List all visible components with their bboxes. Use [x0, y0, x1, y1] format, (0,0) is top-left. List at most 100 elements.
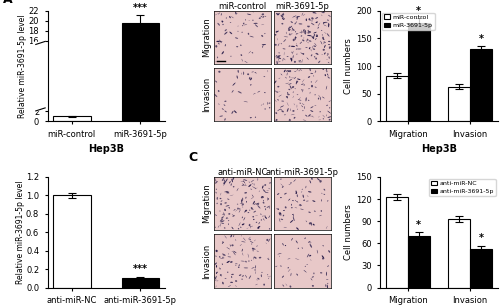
Ellipse shape: [250, 117, 252, 118]
Ellipse shape: [218, 43, 220, 44]
Ellipse shape: [218, 13, 220, 14]
Ellipse shape: [224, 101, 226, 102]
Ellipse shape: [220, 116, 223, 117]
Ellipse shape: [218, 225, 220, 228]
Ellipse shape: [292, 55, 294, 58]
Ellipse shape: [316, 35, 318, 36]
Ellipse shape: [222, 21, 223, 23]
Ellipse shape: [221, 216, 224, 218]
Ellipse shape: [225, 44, 226, 47]
Ellipse shape: [280, 178, 281, 180]
Ellipse shape: [318, 23, 320, 26]
Ellipse shape: [240, 227, 242, 228]
Ellipse shape: [328, 250, 330, 253]
Ellipse shape: [323, 24, 326, 26]
Ellipse shape: [231, 276, 232, 278]
Ellipse shape: [293, 214, 294, 218]
Ellipse shape: [242, 252, 243, 256]
Ellipse shape: [233, 236, 234, 237]
Ellipse shape: [259, 191, 260, 192]
Title: anti-miR-NC: anti-miR-NC: [218, 168, 268, 177]
Ellipse shape: [312, 200, 316, 202]
Text: *: *: [416, 220, 421, 230]
X-axis label: Hep3B: Hep3B: [421, 144, 457, 154]
Ellipse shape: [328, 100, 331, 102]
Ellipse shape: [221, 13, 222, 16]
Y-axis label: Migration: Migration: [202, 184, 211, 223]
Ellipse shape: [326, 33, 330, 37]
Ellipse shape: [308, 114, 311, 117]
Ellipse shape: [216, 272, 218, 273]
Ellipse shape: [222, 218, 223, 220]
Ellipse shape: [214, 277, 216, 279]
Ellipse shape: [328, 119, 330, 121]
Ellipse shape: [327, 200, 328, 202]
Ellipse shape: [224, 191, 228, 192]
Ellipse shape: [290, 21, 293, 23]
Ellipse shape: [320, 111, 321, 112]
Ellipse shape: [239, 274, 242, 276]
Ellipse shape: [303, 200, 305, 201]
Ellipse shape: [269, 228, 270, 230]
Ellipse shape: [327, 283, 328, 284]
Ellipse shape: [256, 203, 258, 205]
Ellipse shape: [297, 81, 298, 83]
Ellipse shape: [235, 263, 238, 264]
Ellipse shape: [322, 39, 324, 40]
Ellipse shape: [304, 30, 306, 34]
Ellipse shape: [216, 41, 220, 42]
Ellipse shape: [234, 251, 236, 253]
Ellipse shape: [235, 239, 236, 241]
Ellipse shape: [321, 199, 322, 202]
Ellipse shape: [255, 265, 256, 269]
Ellipse shape: [222, 24, 224, 25]
Ellipse shape: [246, 210, 247, 212]
Ellipse shape: [241, 73, 242, 75]
Ellipse shape: [300, 53, 304, 55]
Ellipse shape: [286, 96, 288, 99]
Ellipse shape: [278, 213, 280, 215]
Ellipse shape: [296, 45, 298, 47]
Ellipse shape: [216, 189, 217, 190]
Ellipse shape: [304, 237, 306, 239]
Ellipse shape: [301, 84, 304, 85]
Ellipse shape: [299, 60, 301, 62]
Ellipse shape: [326, 86, 327, 90]
Ellipse shape: [250, 84, 252, 86]
Ellipse shape: [276, 31, 279, 32]
Ellipse shape: [235, 12, 236, 15]
Ellipse shape: [327, 54, 328, 56]
Ellipse shape: [328, 41, 330, 42]
Ellipse shape: [218, 71, 220, 73]
Ellipse shape: [224, 235, 227, 238]
Ellipse shape: [233, 252, 235, 255]
Ellipse shape: [240, 244, 242, 246]
Bar: [386, 197, 407, 288]
Ellipse shape: [252, 247, 254, 252]
Bar: [470, 249, 492, 288]
Ellipse shape: [242, 198, 243, 201]
Ellipse shape: [240, 45, 242, 46]
Ellipse shape: [277, 86, 280, 88]
Ellipse shape: [224, 29, 227, 31]
Ellipse shape: [309, 255, 311, 256]
Ellipse shape: [264, 215, 266, 216]
Ellipse shape: [290, 182, 292, 184]
Ellipse shape: [255, 117, 256, 118]
Ellipse shape: [309, 222, 312, 224]
Ellipse shape: [296, 94, 298, 95]
Ellipse shape: [294, 61, 296, 63]
Ellipse shape: [283, 210, 285, 211]
Ellipse shape: [262, 215, 264, 217]
Y-axis label: Cell numbers: Cell numbers: [344, 38, 354, 94]
Ellipse shape: [300, 69, 301, 70]
Ellipse shape: [256, 222, 258, 223]
Ellipse shape: [321, 15, 322, 16]
Ellipse shape: [324, 32, 326, 34]
Ellipse shape: [288, 258, 290, 259]
Ellipse shape: [320, 272, 322, 274]
Ellipse shape: [221, 274, 222, 277]
Ellipse shape: [262, 45, 264, 48]
Ellipse shape: [228, 220, 229, 221]
Ellipse shape: [254, 72, 256, 73]
